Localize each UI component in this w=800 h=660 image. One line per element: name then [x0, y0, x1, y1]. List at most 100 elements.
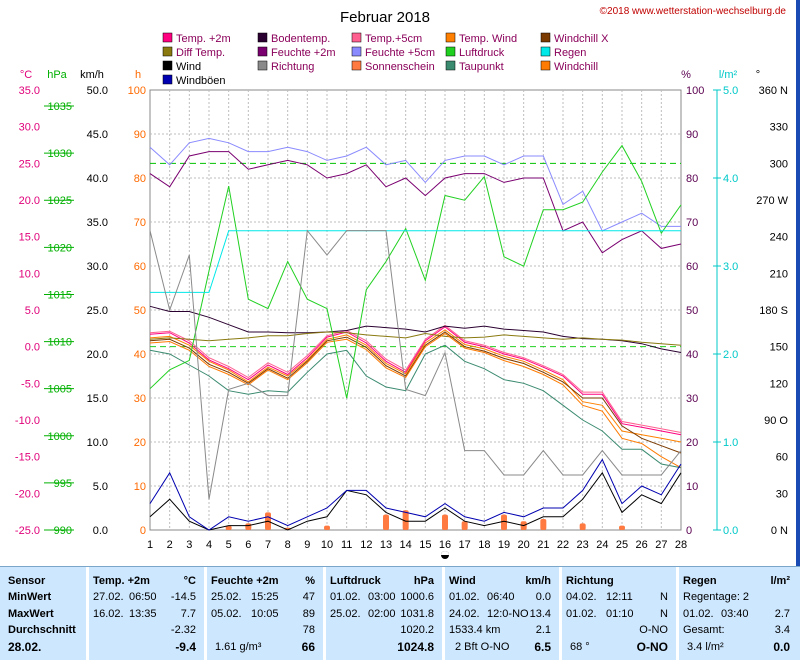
rain-total: 3.4 — [774, 624, 790, 636]
wind-beaufort: 2 Bft O-NO — [455, 641, 510, 653]
direction-tick-label: 240 — [770, 232, 788, 244]
wind-max-date: 24.02. — [449, 608, 480, 620]
pressure-tick-label: 1025 — [48, 195, 72, 207]
pressure-min-date: 01.02. — [330, 591, 361, 603]
wind-tick-label: 15.0 — [87, 393, 108, 405]
direction-avg: O-NO — [639, 624, 668, 636]
hours-tick-label: 40 — [134, 349, 146, 361]
hours-tick-label: 90 — [134, 129, 146, 141]
rain-tick-label: 0.0 — [723, 525, 738, 537]
legend-label: Feuchte +2m — [271, 47, 336, 59]
temp-current: -9.4 — [175, 640, 196, 654]
wind-current: 6.5 — [534, 640, 551, 654]
series-richtung — [149, 229, 682, 500]
legend-swatch — [351, 46, 362, 57]
sunshine-bar — [442, 514, 448, 530]
direction-axis-header: ° — [756, 69, 760, 81]
direction-tick-label: 300 — [770, 158, 788, 170]
chart-legend: Temp. +2m Bodentemp. Temp.+5cm Temp. Wind Wi… — [162, 32, 609, 87]
weather-chart: Februar 2018 ©2018 www.wetterstation-wec… — [15, 6, 789, 559]
x-tick-label: 11 — [341, 539, 352, 551]
x-tick-label: 12 — [360, 539, 372, 551]
direction-degrees: 68 ° — [570, 641, 590, 653]
axis-headers: °C hPa km/h h% l/m² ° — [20, 69, 760, 81]
rain-tick-label: 5.0 — [723, 85, 738, 97]
pressure-tick-label: 995 — [54, 478, 72, 490]
humidity-current: 66 — [301, 640, 315, 654]
pressure-tick-label: 1015 — [48, 289, 72, 301]
x-tick-label: 28 — [675, 539, 687, 551]
legend-swatch — [540, 60, 551, 71]
x-tick-label: 10 — [321, 539, 333, 551]
x-tick-label: 15 — [419, 539, 431, 551]
percent-tick-label: 40 — [686, 349, 698, 361]
legend-swatch — [162, 60, 173, 71]
temp-min-value: -14.5 — [170, 591, 196, 603]
x-tick-label: 19 — [498, 539, 510, 551]
percent-tick-label: 50 — [686, 305, 698, 317]
series-feuchte-5cm — [149, 137, 681, 232]
direction-tick-label: 120 — [770, 378, 788, 390]
series-windchill-x — [149, 331, 682, 454]
left-axes: 35.0 30.0 25.0 20.0 15.0 10.0 5.0 0.0 -5.0 -10.0 -… — [15, 85, 146, 537]
hours-tick-label: 100 — [128, 85, 146, 97]
x-tick-label: 27 — [655, 539, 667, 551]
separator — [204, 567, 207, 660]
rain-days: Regentage: 2 — [683, 591, 750, 603]
sunshine-bar — [324, 525, 330, 530]
direction-tick-label: 90 O — [764, 415, 788, 427]
wind-column: Wind km/h 01.02. 06:40 0.0 24.02. 12:0-N… — [445, 567, 559, 660]
maxwert-label: MaxWert — [8, 608, 54, 620]
percent-tick-label: 10 — [686, 481, 698, 493]
x-tick-label: 21 — [537, 539, 549, 551]
wind-unit: km/h — [525, 575, 551, 587]
wind-min-value: 0.0 — [535, 591, 551, 603]
series-lines — [149, 137, 682, 531]
legend-label: Temp.+5cm — [365, 33, 422, 45]
hours-tick-label: 30 — [134, 393, 146, 405]
legend-swatch — [351, 32, 362, 43]
separator — [676, 567, 679, 660]
wind-tick-label: 0.0 — [93, 525, 108, 537]
rain-tick-label: 2.0 — [723, 349, 738, 361]
humidity-column: Feuchte +2m % 25.02. 15:25 47 05.02. 10:… — [207, 567, 323, 660]
x-tick-label: 14 — [400, 539, 412, 551]
direction-header: Richtung — [566, 575, 614, 587]
temp-tick-label: 5.0 — [25, 305, 40, 317]
pressure-column: Luftdruck hPa 01.02. 03:00 1000.6 25.02.… — [326, 567, 442, 660]
pressure-max-value: 1031.8 — [400, 608, 434, 620]
temp-tick-label: 20.0 — [19, 195, 40, 207]
x-tick-label: 25 — [616, 539, 628, 551]
window-edge — [796, 0, 800, 566]
pressure-max-time: 02:00 — [368, 608, 396, 620]
wind-max-time: 12:0-NO — [487, 608, 529, 620]
sunshine-bar — [501, 514, 507, 530]
separator — [86, 567, 89, 660]
minwert-label: MinWert — [8, 591, 52, 603]
legend-swatch — [351, 60, 362, 71]
rain-column: Regen l/m² Regentage: 2 01.02. 03:40 2.7… — [679, 567, 796, 660]
x-tick-label: 23 — [577, 539, 589, 551]
x-tick-label: 18 — [478, 539, 490, 551]
direction-max-time: 01:10 — [606, 608, 634, 620]
direction-min-value: N — [660, 591, 668, 603]
hours-tick-label: 10 — [134, 481, 146, 493]
wind-tick-label: 25.0 — [87, 305, 108, 317]
sunshine-bar — [461, 521, 468, 530]
temp-tick-label: -20.0 — [15, 488, 40, 500]
hours-tick-label: 0 — [140, 525, 146, 537]
humidity-avg: 78 — [302, 624, 315, 636]
hours-tick-label: 50 — [134, 305, 146, 317]
direction-column: Richtung 04.02. 12:11 N 01.02. 01:10 N O… — [562, 567, 676, 660]
percent-tick-label: 30 — [686, 393, 698, 405]
legend-swatch — [445, 60, 456, 71]
pressure-tick-label: 1010 — [48, 337, 72, 349]
wind-header: Wind — [449, 575, 476, 587]
sunshine-bar — [383, 514, 389, 530]
wind-distance: 1533.4 km — [449, 624, 501, 636]
legend-label: Richtung — [271, 61, 314, 73]
wind-tick-label: 50.0 — [87, 85, 108, 97]
direction-tick-label: 270 W — [756, 195, 788, 207]
temp-max-time: 13:35 — [129, 608, 157, 620]
series-feuchte-2m — [149, 151, 682, 254]
